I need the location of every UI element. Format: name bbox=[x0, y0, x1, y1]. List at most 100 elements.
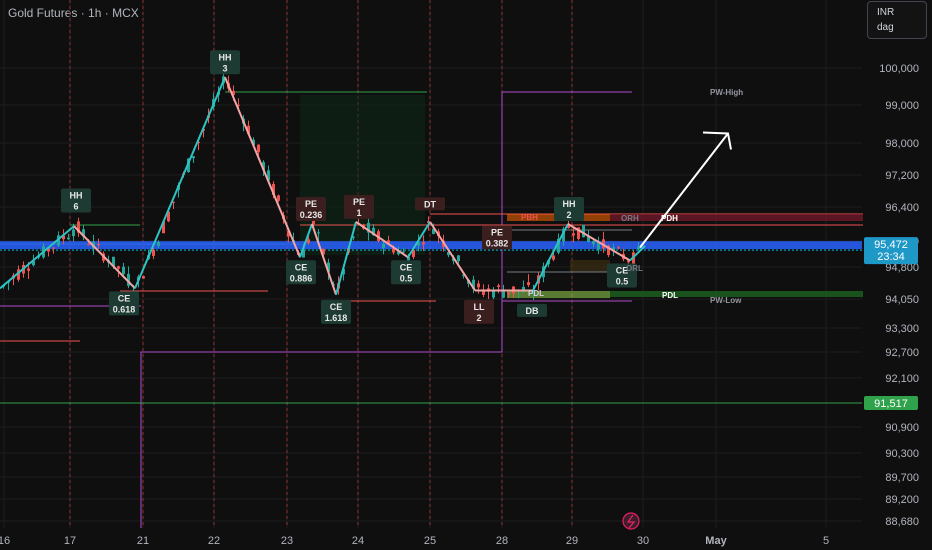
candle-body bbox=[372, 227, 375, 236]
candle-body bbox=[127, 273, 130, 286]
candle-body bbox=[322, 248, 325, 255]
candle-body bbox=[327, 262, 330, 272]
currency-unit-button[interactable]: INR dag bbox=[867, 1, 927, 39]
zigzag-segment bbox=[355, 221, 409, 259]
candle-body bbox=[402, 251, 405, 253]
swing-label-text: 1 bbox=[356, 208, 361, 218]
candle-body bbox=[637, 247, 640, 250]
candle-body bbox=[247, 125, 250, 134]
swing-label-box bbox=[61, 188, 91, 213]
candle-body bbox=[617, 247, 620, 249]
candle-body bbox=[32, 260, 35, 266]
candle-body bbox=[567, 223, 570, 228]
pdl-zone bbox=[610, 291, 863, 297]
swing-label-text: CE bbox=[616, 266, 629, 276]
candle-body bbox=[392, 248, 395, 253]
chart-title: Gold Futures · 1h · MCX bbox=[8, 6, 139, 20]
swing-label-box bbox=[344, 194, 374, 219]
zone-label: PW-Low bbox=[710, 296, 742, 305]
candle-body bbox=[197, 141, 200, 143]
current-price-tag bbox=[864, 237, 918, 265]
candle-body bbox=[562, 228, 565, 242]
candle-body bbox=[577, 227, 580, 239]
y-tick-label: 90,900 bbox=[885, 422, 919, 434]
pdl-zone-left bbox=[507, 291, 610, 298]
candle-body bbox=[307, 239, 310, 244]
swing-label-text: 0.618 bbox=[113, 304, 136, 314]
swing-label-box bbox=[607, 263, 637, 288]
candle-body bbox=[612, 247, 615, 251]
candle-body bbox=[117, 266, 120, 269]
candle-body bbox=[587, 235, 590, 242]
zigzag-segment bbox=[224, 76, 301, 258]
candle-body bbox=[507, 292, 510, 295]
y-tick-label: 100,000 bbox=[879, 63, 919, 75]
zone-label: PDH bbox=[661, 214, 678, 223]
candle-body bbox=[482, 291, 485, 295]
unit-label: dag bbox=[877, 22, 894, 33]
currency-label: INR bbox=[877, 7, 895, 18]
candle-body bbox=[122, 266, 125, 275]
candle-body bbox=[527, 282, 530, 286]
candle-body bbox=[257, 144, 260, 153]
candle-body bbox=[62, 235, 65, 240]
interval: 1h bbox=[88, 6, 102, 20]
candle-body bbox=[427, 221, 430, 223]
zigzag-segment bbox=[532, 223, 569, 291]
candle-body bbox=[597, 242, 600, 250]
swing-label-box bbox=[482, 225, 512, 250]
candle-body bbox=[162, 221, 165, 234]
candle-body bbox=[592, 240, 595, 244]
x-tick-label: May bbox=[705, 535, 727, 547]
swing-label-box bbox=[286, 260, 316, 285]
candle-body bbox=[152, 249, 155, 256]
candle-body bbox=[582, 224, 585, 238]
candle-body bbox=[522, 286, 525, 292]
swing-label-box bbox=[210, 50, 240, 75]
grid-lines bbox=[0, 0, 862, 528]
candles bbox=[2, 71, 640, 300]
candle-body bbox=[492, 290, 495, 298]
swing-label-text: HH bbox=[219, 52, 232, 62]
candle-body bbox=[262, 162, 265, 171]
candle-body bbox=[407, 256, 410, 264]
x-tick-label: 17 bbox=[64, 535, 76, 547]
swing-label-text: PE bbox=[491, 227, 503, 237]
candle-body bbox=[417, 242, 420, 246]
y-tick-label: 90,300 bbox=[885, 448, 919, 460]
candle-body bbox=[112, 256, 115, 267]
candle-body bbox=[72, 229, 75, 237]
swing-label-text: 0.886 bbox=[290, 273, 313, 283]
candle-body bbox=[447, 251, 450, 256]
candle-body bbox=[472, 279, 475, 289]
candle-body bbox=[267, 170, 270, 181]
current-price-band bbox=[0, 241, 862, 250]
x-tick-label: 16 bbox=[0, 535, 10, 547]
swing-label-text: PE bbox=[305, 199, 317, 209]
y-tick-label: 97,200 bbox=[885, 170, 919, 182]
candle-body bbox=[317, 232, 320, 234]
candle-body bbox=[287, 231, 290, 237]
session-shade bbox=[570, 260, 610, 272]
candle-body bbox=[17, 269, 20, 280]
swing-label-text: 6 bbox=[73, 202, 78, 212]
x-tick-label: 5 bbox=[823, 535, 829, 547]
swing-label-text: CE bbox=[295, 262, 308, 272]
y-tick-label: 94,800 bbox=[885, 262, 919, 274]
swing-label-box bbox=[517, 303, 547, 317]
candle-body bbox=[397, 250, 400, 255]
candle-body bbox=[87, 244, 90, 246]
candle-body bbox=[462, 274, 465, 276]
y-tick-label: 96,400 bbox=[885, 202, 919, 214]
candle-body bbox=[172, 201, 175, 203]
zigzag-segment bbox=[407, 221, 431, 258]
candle-body bbox=[157, 241, 160, 246]
swing-label-text: CE bbox=[330, 302, 343, 312]
zigzag-segment bbox=[335, 221, 357, 295]
candle-body bbox=[457, 255, 460, 262]
y-tick-label: 94,050 bbox=[885, 294, 919, 306]
candle-body bbox=[192, 156, 195, 159]
x-tick-label: 29 bbox=[566, 535, 578, 547]
zone-label: PDL bbox=[662, 291, 678, 300]
